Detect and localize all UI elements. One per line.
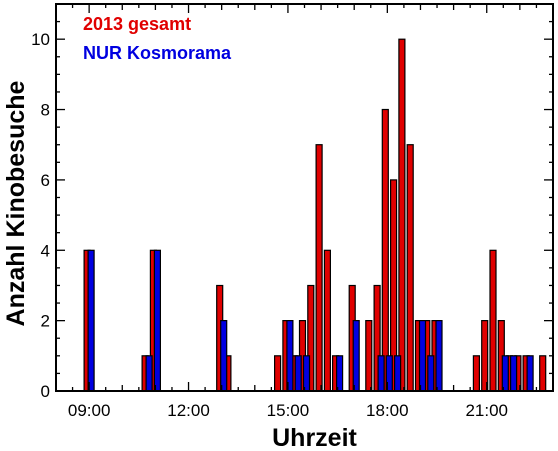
bar-kosmorama-5 bbox=[294, 355, 302, 392]
y-tick-label: 10 bbox=[31, 30, 50, 49]
bar-gesamt-30 bbox=[539, 355, 547, 392]
bar-kosmorama-7 bbox=[336, 355, 344, 392]
bar-kosmorama-17 bbox=[526, 355, 534, 392]
y-axis-label: Anzahl Kinobesuche bbox=[2, 80, 30, 326]
x-tick-label: 12:00 bbox=[167, 401, 210, 420]
x-tick-label: 15:00 bbox=[267, 401, 310, 420]
bar-kosmorama-13 bbox=[427, 355, 435, 392]
y-tick-label: 0 bbox=[41, 382, 50, 401]
bar-kosmorama-0 bbox=[87, 249, 95, 392]
bar-gesamt-11 bbox=[323, 249, 331, 392]
bar-kosmorama-4 bbox=[286, 320, 294, 392]
y-axis-ticks: 0 2 4 6 8 10 bbox=[31, 3, 553, 401]
bar-gesamt-10 bbox=[315, 144, 323, 392]
y-tick-label: 2 bbox=[41, 312, 50, 331]
x-tick-label: 18:00 bbox=[366, 401, 409, 420]
bar-kosmorama-9 bbox=[377, 355, 385, 392]
x-axis-ticks: 09:00 12:00 15:00 18:00 21:00 bbox=[55, 4, 554, 420]
bar-kosmorama-3 bbox=[220, 320, 228, 392]
legend-entry-nur-kosmorama: NUR Kosmorama bbox=[83, 43, 232, 63]
bar-kosmorama-14 bbox=[435, 320, 443, 392]
x-tick-label: 09:00 bbox=[68, 401, 111, 420]
bar-kosmorama-1 bbox=[145, 355, 153, 392]
bar-kosmorama-2 bbox=[153, 249, 161, 392]
y-tick-label: 6 bbox=[41, 171, 50, 190]
y-tick-label: 8 bbox=[41, 101, 50, 120]
bar-kosmorama-6 bbox=[302, 355, 311, 392]
bar-kosmorama-11 bbox=[394, 355, 402, 392]
bar-gesamt-24 bbox=[481, 320, 489, 392]
x-axis-label: Uhrzeit bbox=[272, 424, 357, 451]
bar-gesamt-18 bbox=[398, 38, 406, 392]
bar-gesamt-14 bbox=[365, 320, 373, 392]
bar-kosmorama-16 bbox=[510, 355, 518, 392]
bar-gesamt-19 bbox=[406, 144, 414, 392]
y-tick-label: 4 bbox=[41, 241, 50, 260]
legend-entry-2013-gesamt: 2013 gesamt bbox=[83, 14, 191, 34]
bar-kosmorama-15 bbox=[501, 355, 509, 392]
bar-gesamt-16 bbox=[381, 108, 389, 392]
bar-kosmorama-12 bbox=[418, 320, 427, 392]
bar-kosmorama-8 bbox=[352, 320, 360, 392]
bar-gesamt-25 bbox=[489, 249, 497, 392]
x-tick-label: 21:00 bbox=[465, 401, 508, 420]
bar-gesamt-23 bbox=[472, 355, 480, 392]
bar-gesamt-5 bbox=[274, 355, 282, 392]
